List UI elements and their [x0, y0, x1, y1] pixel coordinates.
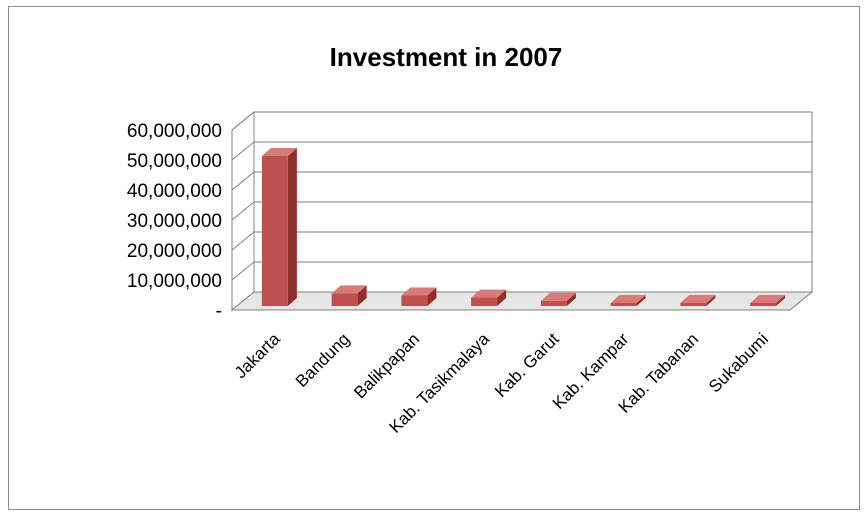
x-category-label: Balikpapan	[350, 329, 423, 402]
bar-side	[287, 148, 297, 306]
bar	[331, 285, 367, 306]
bar	[540, 292, 576, 306]
y-tick-label: 60,000,000	[127, 121, 222, 142]
bar	[680, 295, 716, 306]
bar	[401, 287, 437, 306]
x-category-label: Bandung	[292, 329, 354, 391]
bar-side	[706, 295, 716, 306]
y-tick-label: 20,000,000	[127, 241, 222, 262]
y-axis-ticks: - 10,000,000 20,000,000 30,000,000 40,000,00…	[127, 121, 222, 322]
bar-side	[636, 295, 646, 306]
gridlines	[231, 111, 812, 281]
bars	[261, 148, 786, 306]
gridline	[231, 231, 812, 251]
x-category-label: Jakarta	[231, 329, 284, 382]
chart-title: Investment in 2007	[330, 42, 563, 72]
bar-top	[750, 295, 786, 303]
gridline	[231, 261, 812, 281]
bar-front	[261, 156, 288, 306]
bar-side	[357, 285, 367, 306]
gridline	[231, 141, 812, 161]
bar-front	[750, 303, 777, 306]
y-tick-label: 30,000,000	[127, 211, 222, 232]
bar	[471, 289, 507, 306]
bar-top	[610, 295, 646, 303]
x-category-label: Kab. Garut	[491, 329, 563, 401]
bar	[750, 295, 786, 306]
y-tick-label: 50,000,000	[127, 151, 222, 172]
bar	[610, 295, 646, 306]
bar-top	[331, 285, 367, 294]
bar-side	[776, 295, 786, 306]
bar-top	[680, 295, 716, 303]
bar-front	[610, 303, 637, 306]
bar-front	[471, 297, 498, 306]
x-category-label: Sukabumi	[705, 329, 772, 396]
bar-front	[331, 293, 358, 306]
chart-frame	[8, 6, 860, 510]
bar	[261, 148, 297, 306]
gridline	[231, 171, 812, 191]
bar-top	[261, 148, 297, 156]
y-tick-label: -	[216, 301, 222, 322]
y-tick-label: 40,000,000	[127, 181, 222, 202]
y-tick-label: 10,000,000	[127, 271, 222, 292]
bar-top	[471, 289, 507, 298]
bar-top	[401, 287, 437, 296]
gridline	[231, 111, 812, 131]
bar-top	[540, 292, 576, 301]
floor	[230, 291, 814, 311]
bar-side	[427, 287, 437, 306]
bar-front	[540, 300, 567, 306]
bar-front	[680, 303, 707, 306]
bar-side	[566, 292, 576, 306]
bar-front	[401, 295, 428, 306]
bar-side	[497, 289, 507, 306]
gridline	[231, 201, 812, 221]
